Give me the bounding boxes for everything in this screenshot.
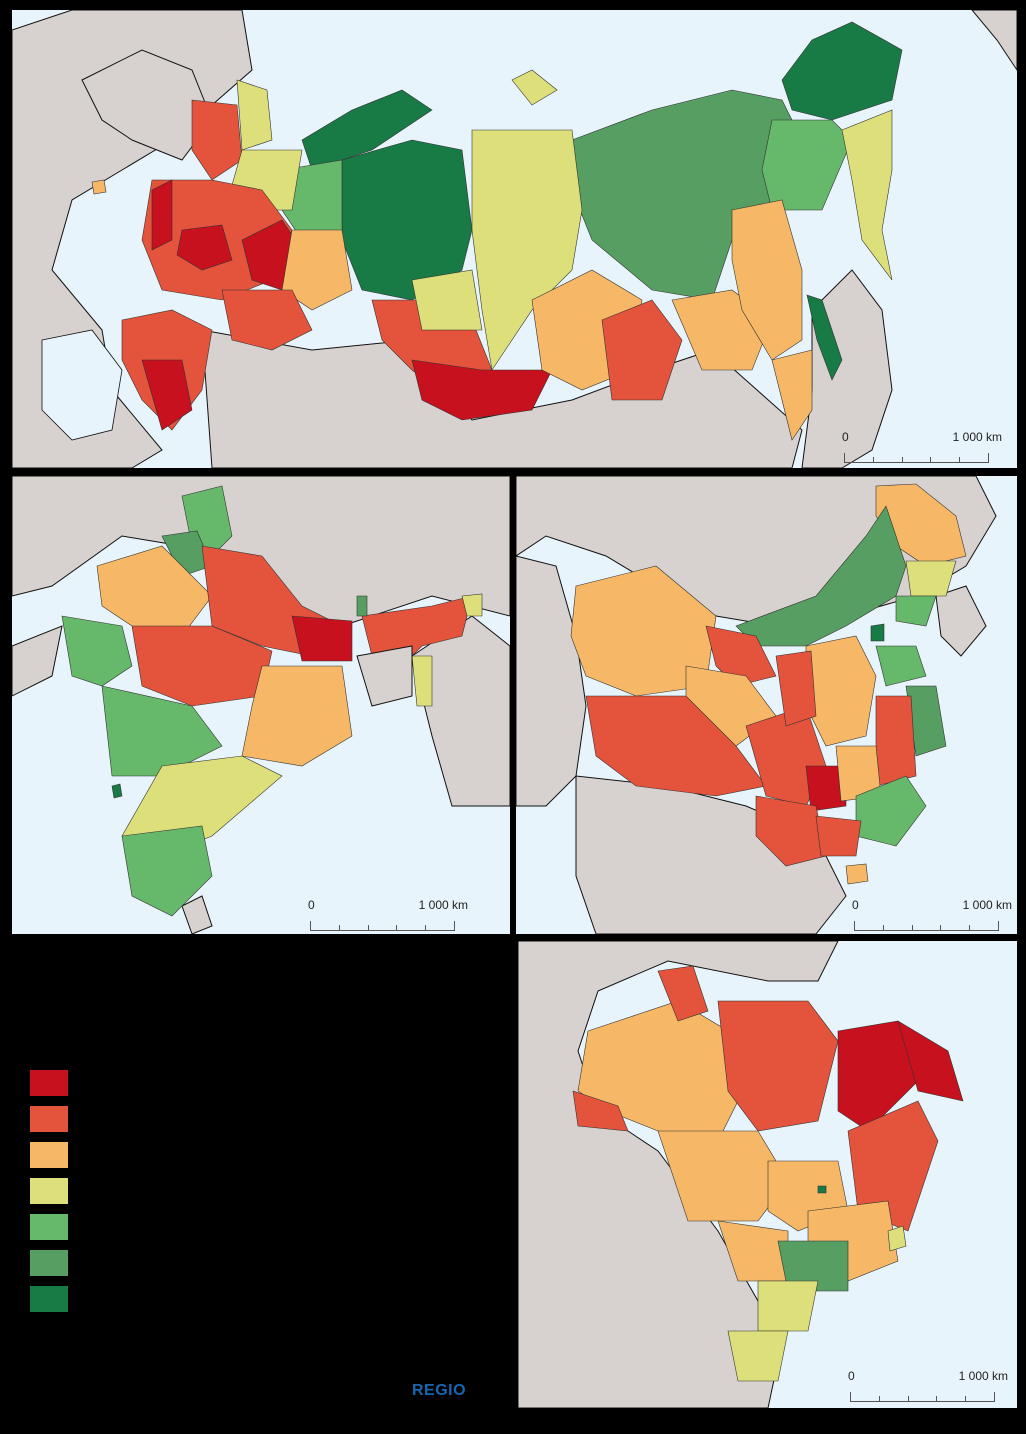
state-rio-grande-sul — [727, 1330, 789, 1382]
region-kamchatka — [841, 109, 893, 281]
state-bihar — [291, 615, 353, 662]
state-sao-paulo — [777, 1240, 849, 1292]
region-yamal — [341, 139, 473, 301]
prov-guizhou — [805, 765, 847, 812]
scale-bar-russia: 0 1 000 km — [842, 430, 1002, 464]
prov-gansu — [705, 625, 777, 687]
scale-bar-china: 0 1 000 km — [852, 898, 1012, 932]
scale-bar-axis — [850, 1391, 995, 1402]
scale-bar-axis — [854, 920, 999, 931]
prov-guangxi — [815, 815, 862, 857]
prov-hainan — [845, 863, 869, 885]
region-tyumen — [411, 269, 483, 331]
region-primorye — [771, 349, 813, 441]
prov-tibet — [585, 695, 767, 797]
region-caucasus — [141, 359, 193, 431]
map-panel-brazil: 0 1 000 km — [518, 941, 1017, 1408]
region-urals — [281, 229, 353, 311]
land-alaska — [971, 10, 1017, 71]
scale-bar-axis — [310, 920, 455, 931]
land-bangladesh — [356, 645, 413, 707]
legend — [30, 1070, 68, 1322]
state-parana-sc — [757, 1280, 819, 1332]
land-central-asia-west — [516, 555, 587, 807]
scale-bar-brazil: 0 1 000 km — [848, 1369, 1008, 1403]
state-tamil-nadu-kerala — [121, 825, 213, 917]
scale-bar-zero-label: 0 — [852, 898, 859, 912]
legend-swatch-5 — [30, 1214, 68, 1240]
region-karelia — [236, 79, 273, 151]
state-para — [717, 1000, 839, 1132]
state-roraima — [657, 965, 709, 1022]
prov-yunnan — [755, 795, 827, 867]
region-krasnoyarsk — [471, 129, 583, 371]
map-panel-india: 0 1 000 km — [12, 476, 510, 934]
region-khabarovsk — [731, 199, 803, 361]
prov-shaanxi — [775, 650, 817, 727]
region-taimyr-islands — [511, 69, 558, 106]
state-arunachal-east — [461, 593, 483, 617]
prov-beijing — [870, 623, 885, 642]
legend-swatch-3 — [30, 1142, 68, 1168]
region-volga-south — [221, 289, 313, 351]
region-magadan — [761, 119, 853, 211]
prov-shandong — [875, 645, 927, 687]
state-mizoram — [411, 655, 433, 707]
caspian-sea — [41, 329, 123, 441]
map-panel-china: 0 1 000 km — [516, 476, 1017, 934]
legend-swatch-1 — [30, 1070, 68, 1096]
legend-swatch-4 — [30, 1178, 68, 1204]
region-far-east-north — [781, 21, 903, 121]
prov-anhui-jiangxi — [875, 695, 917, 787]
scale-bar-distance-label: 1 000 km — [962, 898, 1012, 912]
regio-logo: REGIO — [412, 1382, 467, 1399]
region-altai — [411, 359, 553, 421]
scale-bar-zero-label: 0 — [308, 898, 315, 912]
region-west-border — [151, 179, 173, 251]
state-espirito-santo — [887, 1225, 907, 1252]
scale-bar-distance-label: 1 000 km — [952, 430, 1002, 444]
state-distrito-federal — [817, 1185, 827, 1194]
state-bahia — [847, 1100, 939, 1232]
china-map — [516, 476, 1017, 934]
state-jharkhand-odisha — [241, 665, 353, 767]
land-korea-japan — [935, 585, 987, 657]
prov-inner-mongolia — [735, 505, 907, 647]
map-panel-russia: 0 1 000 km — [12, 10, 1017, 468]
region-buryatia — [601, 299, 683, 401]
state-gujarat — [61, 615, 133, 687]
india-map — [12, 476, 510, 934]
region-kaliningrad — [91, 179, 107, 195]
legend-swatch-7 — [30, 1286, 68, 1312]
russia-map — [12, 10, 1017, 468]
prov-xinjiang — [570, 565, 717, 697]
state-ceara-rn — [897, 1020, 964, 1102]
legend-swatch-2 — [30, 1106, 68, 1132]
prov-jilin — [905, 560, 957, 597]
scale-bar-distance-label: 1 000 km — [418, 898, 468, 912]
state-maharashtra — [101, 685, 223, 777]
prov-liaoning — [895, 595, 937, 627]
scale-bar-zero-label: 0 — [848, 1369, 855, 1383]
region-moscow-area — [176, 224, 233, 271]
brazil-map — [518, 941, 1017, 1408]
land-arabia — [12, 625, 63, 697]
scale-bar-india: 0 1 000 km — [308, 898, 468, 932]
region-murmansk — [191, 99, 243, 181]
state-goa — [111, 783, 123, 799]
state-acre — [572, 1090, 629, 1132]
region-sakhalin — [806, 294, 843, 381]
scale-bar-axis — [844, 452, 989, 463]
legend-swatch-6 — [30, 1250, 68, 1276]
state-maranhao-piaui — [837, 1020, 919, 1132]
land-sri-lanka — [181, 895, 213, 934]
scale-bar-zero-label: 0 — [842, 430, 849, 444]
scale-bar-distance-label: 1 000 km — [958, 1369, 1008, 1383]
state-sikkim — [356, 595, 368, 617]
